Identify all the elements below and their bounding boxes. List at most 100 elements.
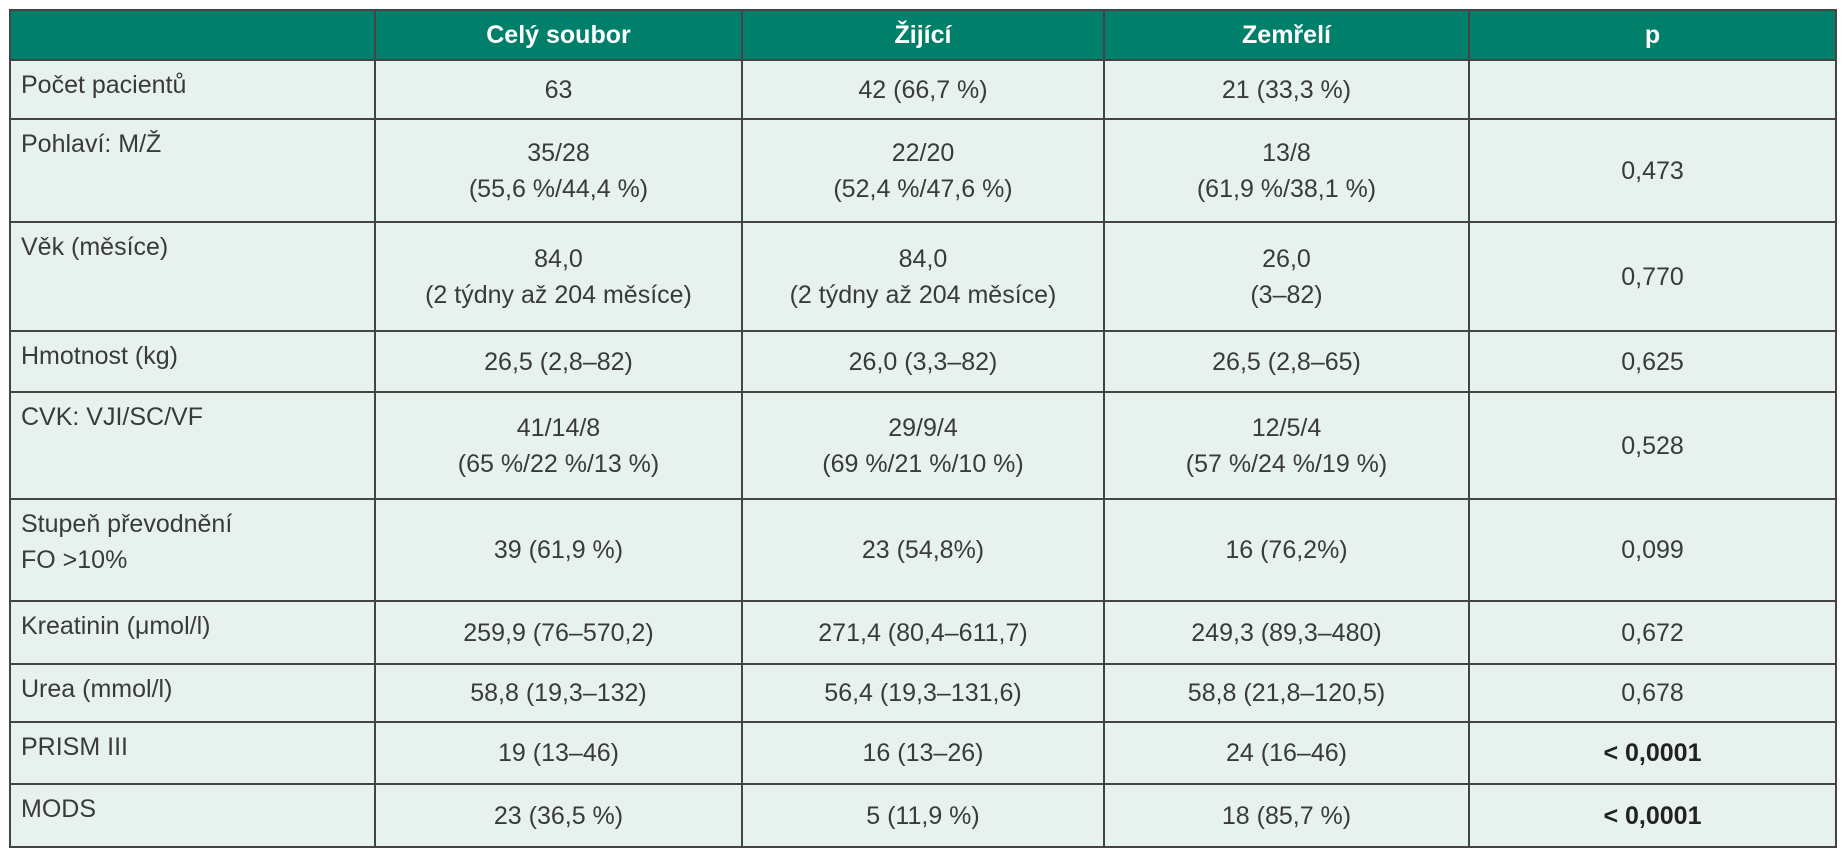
cell-line: 26,5 (2,8–65) (1212, 347, 1361, 376)
cell-line: 16 (76,2%) (1225, 536, 1348, 564)
cell-line: Urea (mmol/l) (21, 675, 173, 703)
value-cell: 84,0 (2 týdny až 204 měsíce) (374, 221, 743, 332)
cell-line: 0,473 (1621, 156, 1684, 185)
cell-line: 26,0 (3,3–82) (848, 347, 998, 376)
cell-line: 0,770 (1621, 262, 1684, 291)
cell-line: CVK: VJI/SC/VF (21, 403, 203, 431)
cell-line: 0,625 (1621, 347, 1684, 376)
cell-line: 63 (544, 75, 573, 104)
value-cell: 39 (61,9 %) (374, 498, 743, 602)
value-cell: 12/5/4 (57 %/24 %/19 %) (1103, 391, 1470, 500)
value-cell: 0,625 (1468, 330, 1837, 393)
table-body: Počet pacientů 63 42 (66,7 %) 21 (33,3 %) Po… (9, 59, 1837, 848)
cell-line: 21 (33,3 %) (1221, 75, 1352, 104)
value-cell: 23 (36,5 %) (374, 783, 743, 848)
value-cell (1468, 59, 1837, 120)
cell-line: (61,9 %/38,1 %) (1196, 174, 1377, 203)
value-cell: 63 (374, 59, 743, 120)
cell-line: 22/20 (891, 138, 955, 167)
cell-line: (55,6 %/44,4 %) (468, 174, 649, 203)
value-cell: 0,770 (1468, 221, 1837, 332)
row-label: Věk (měsíce) (9, 221, 376, 332)
page: Celý soubor Žijící Zemřelí p Počet pacientů… (9, 9, 1837, 848)
cell-line: (3–82) (1250, 280, 1323, 309)
table-row: Věk (měsíce) 84,0 (2 týdny až 204 měsíce) 8… (9, 221, 1837, 332)
row-label: MODS (9, 783, 376, 848)
cell-line: (2 týdny až 204 měsíce) (425, 280, 692, 309)
cell-line: 18 (85,7 %) (1221, 801, 1352, 830)
value-cell: 84,0 (2 týdny až 204 měsíce) (741, 221, 1105, 332)
cell-line: 16 (13–26) (862, 739, 984, 767)
cell-line: 259,9 (76–570,2) (463, 618, 654, 647)
value-cell: 19 (13–46) (374, 721, 743, 785)
table-row: Hmotnost (kg) 26,5 (2,8–82) 26,0 (3,3–82) 2… (9, 330, 1837, 393)
cell-line: (57 %/24 %/19 %) (1185, 449, 1388, 478)
row-label: Pohlaví: M/Ž (9, 118, 376, 223)
cell-line: 0,672 (1621, 618, 1684, 647)
cell-line: 5 (11,9 %) (866, 801, 980, 830)
cell-line: 23 (54,8%) (861, 536, 985, 564)
cell-line: 35/28 (527, 138, 590, 167)
cell-line: Hmotnost (kg) (21, 342, 178, 370)
cell-line: 41/14/8 (516, 413, 601, 442)
cell-line: FO >10% (21, 546, 128, 574)
table-row: Kreatinin (μmol/l) 259,9 (76–570,2) 271,4 … (9, 600, 1837, 665)
cell-line: 271,4 (80,4–611,7) (818, 618, 1028, 647)
header-cell: Žijící (741, 9, 1105, 61)
value-cell: < 0,0001 (1468, 721, 1837, 785)
value-cell: 5 (11,9 %) (741, 783, 1105, 848)
cell-line: 13/8 (1262, 138, 1311, 167)
row-label: Počet pacientů (9, 59, 376, 120)
cell-line: MODS (21, 795, 96, 823)
cell-line: 56,4 (19,3–131,6) (824, 679, 1022, 707)
cell-line: < 0,0001 (1603, 739, 1702, 767)
cell-line: 58,8 (21,8–120,5) (1187, 679, 1386, 707)
value-cell: 18 (85,7 %) (1103, 783, 1470, 848)
value-cell: 26,0 (3,3–82) (741, 330, 1105, 393)
table-row: PRISM III 19 (13–46) 16 (13–26) 24 (16–46) <… (9, 721, 1837, 785)
value-cell: 26,5 (2,8–65) (1103, 330, 1470, 393)
table-row: CVK: VJI/SC/VF 41/14/8 (65 %/22 %/13 %) 29/… (9, 391, 1837, 500)
cell-line: Stupeň převodnění (21, 510, 233, 538)
row-label: Kreatinin (μmol/l) (9, 600, 376, 665)
value-cell: 16 (76,2%) (1103, 498, 1470, 602)
cell-line: 249,3 (89,3–480) (1191, 618, 1382, 647)
value-cell: 56,4 (19,3–131,6) (741, 663, 1105, 723)
table-row: Stupeň převodnění FO >10% 39 (61,9 %) 23 (5… (9, 498, 1837, 602)
cell-line: 26,5 (2,8–82) (484, 347, 633, 376)
cell-line: (69 %/21 %/10 %) (822, 449, 1024, 478)
value-cell: 26,0 (3–82) (1103, 221, 1470, 332)
header-cell: p (1468, 9, 1837, 61)
header-cell: Zemřelí (1103, 9, 1470, 61)
value-cell: 21 (33,3 %) (1103, 59, 1470, 120)
cell-line: 24 (16–46) (1226, 739, 1347, 767)
cell-line: 42 (66,7 %) (858, 75, 988, 104)
cell-line: 12/5/4 (1251, 413, 1322, 442)
value-cell: 13/8 (61,9 %/38,1 %) (1103, 118, 1470, 223)
value-cell: 29/9/4 (69 %/21 %/10 %) (741, 391, 1105, 500)
cell-line: Pohlaví: M/Ž (21, 130, 162, 158)
cell-line: 26,0 (1262, 244, 1311, 273)
row-label: PRISM III (9, 721, 376, 785)
row-label: Stupeň převodnění FO >10% (9, 498, 376, 602)
data-table: Celý soubor Žijící Zemřelí p Počet pacientů… (9, 9, 1837, 848)
cell-line: PRISM III (21, 733, 128, 761)
value-cell: 24 (16–46) (1103, 721, 1470, 785)
cell-line: (52,4 %/47,6 %) (833, 174, 1013, 203)
table-row: Urea (mmol/l) 58,8 (19,3–132) 56,4 (19,3–1… (9, 663, 1837, 723)
value-cell: 42 (66,7 %) (741, 59, 1105, 120)
value-cell: 58,8 (21,8–120,5) (1103, 663, 1470, 723)
value-cell: 0,672 (1468, 600, 1837, 665)
cell-line: Kreatinin (μmol/l) (21, 612, 211, 640)
table-row: Pohlaví: M/Ž 35/28 (55,6 %/44,4 %) 22/20 (52… (9, 118, 1837, 223)
table-row: Počet pacientů 63 42 (66,7 %) 21 (33,3 %) (9, 59, 1837, 120)
value-cell: 249,3 (89,3–480) (1103, 600, 1470, 665)
cell-line: (65 %/22 %/13 %) (457, 449, 660, 478)
cell-line: 19 (13–46) (498, 739, 619, 767)
cell-line: (2 týdny až 204 měsíce) (789, 280, 1057, 309)
row-label: CVK: VJI/SC/VF (9, 391, 376, 500)
value-cell: 271,4 (80,4–611,7) (741, 600, 1105, 665)
row-label: Urea (mmol/l) (9, 663, 376, 723)
value-cell: 0,473 (1468, 118, 1837, 223)
value-cell: 259,9 (76–570,2) (374, 600, 743, 665)
